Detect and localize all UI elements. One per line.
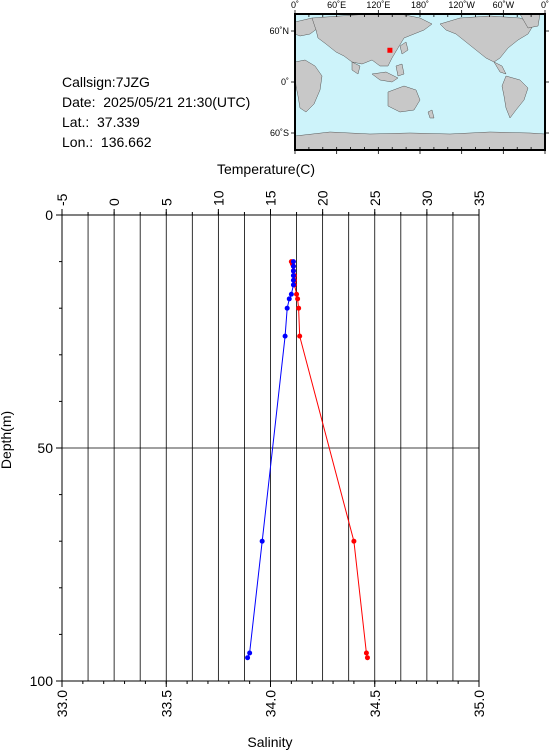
salinity-data-point: [288, 291, 294, 297]
salinity-data-point: [259, 538, 265, 544]
salinity-axis-label: Salinity: [247, 734, 292, 750]
salinity-data-point: [284, 305, 290, 311]
map-lon-label: 60˚E: [327, 0, 346, 10]
depth-tick-label: 50: [37, 440, 53, 456]
salinity-data-point: [290, 277, 296, 283]
temperature-data-point: [295, 296, 301, 302]
salinity-tick-label: 33.5: [158, 690, 174, 717]
map-tick-marks: [291, 10, 549, 154]
salinity-data-point: [290, 259, 296, 265]
temperature-tick-label: 5: [158, 198, 174, 206]
depth-axis-label: Depth(m): [0, 411, 14, 469]
salinity-tick-label: 33.0: [54, 690, 70, 717]
depth-axis: 0 50 100: [30, 207, 62, 689]
date-text: Date: 2025/05/21 21:30(UTC): [62, 94, 251, 110]
temperature-axis: -5 0 5 10 15 20 25 30 35: [54, 190, 487, 215]
temperature-tick-label: 25: [367, 190, 383, 206]
map-lat-label: 0˚: [281, 77, 289, 87]
temperature-data-point: [296, 305, 302, 311]
salinity-data-point: [290, 273, 296, 279]
temperature-data-point: [297, 333, 303, 339]
temperature-data-point: [364, 655, 370, 661]
temperature-tick-label: 20: [315, 190, 331, 206]
salinity-data-point: [245, 655, 251, 661]
temperature-data-point: [363, 650, 369, 656]
temperature-tick-label: -5: [54, 193, 70, 206]
salinity-data-point: [247, 650, 253, 656]
map-lon-labels: 0˚ 60˚E 120˚E 180˚ 120˚W 60˚W 0˚: [291, 0, 549, 10]
temperature-tick-label: 30: [419, 190, 435, 206]
salinity-data-point: [290, 282, 296, 288]
lon-text: Lon.: 136.662: [62, 134, 152, 150]
temperature-tick-label: 15: [263, 190, 279, 206]
station-info: Callsign:7JZG Date: 2025/05/21 21:30(UTC…: [62, 72, 250, 152]
lat-text: Lat.: 37.339: [62, 114, 140, 130]
map-lon-label: 60˚W: [493, 0, 515, 10]
temperature-data-point: [351, 538, 357, 544]
salinity-axis: 33.0 33.5 34.0 34.5 35.0: [54, 681, 487, 717]
map-land: [294, 13, 546, 151]
map-lon-label: 0˚: [291, 0, 299, 10]
map-lon-label: 120˚E: [366, 0, 390, 10]
temperature-axis-label: Temperature(C): [217, 161, 315, 177]
salinity-data-point: [282, 333, 288, 339]
map-lon-label: 0˚: [541, 0, 549, 10]
salinity-data-point: [286, 296, 292, 302]
map-lat-label: 60˚S: [270, 128, 289, 138]
salinity-data-point: [290, 268, 296, 274]
series-layer: [245, 259, 370, 661]
map-lon-label: 180˚: [411, 0, 429, 10]
salinity-tick-label: 35.0: [471, 690, 487, 717]
depth-tick-label: 0: [45, 207, 53, 223]
salinity-tick-label: 34.0: [263, 690, 279, 717]
chart-grid: [61, 215, 480, 681]
depth-tick-label: 100: [30, 673, 54, 689]
salinity-tick-label: 34.5: [367, 690, 383, 717]
temperature-profile-line: [290, 261, 368, 658]
salinity-data-point: [290, 263, 296, 269]
map-lon-label: 120˚W: [448, 0, 475, 10]
temperature-tick-label: 0: [106, 198, 122, 206]
map-lat-label: 60˚N: [269, 26, 289, 36]
temperature-data-point: [294, 291, 300, 297]
temperature-tick-label: 10: [210, 190, 226, 206]
map-lat-labels: 60˚N 0˚ 60˚S: [269, 26, 289, 138]
callsign-text: Callsign:7JZG: [62, 74, 150, 90]
station-marker: [387, 47, 393, 53]
temperature-tick-label: 35: [471, 190, 487, 206]
